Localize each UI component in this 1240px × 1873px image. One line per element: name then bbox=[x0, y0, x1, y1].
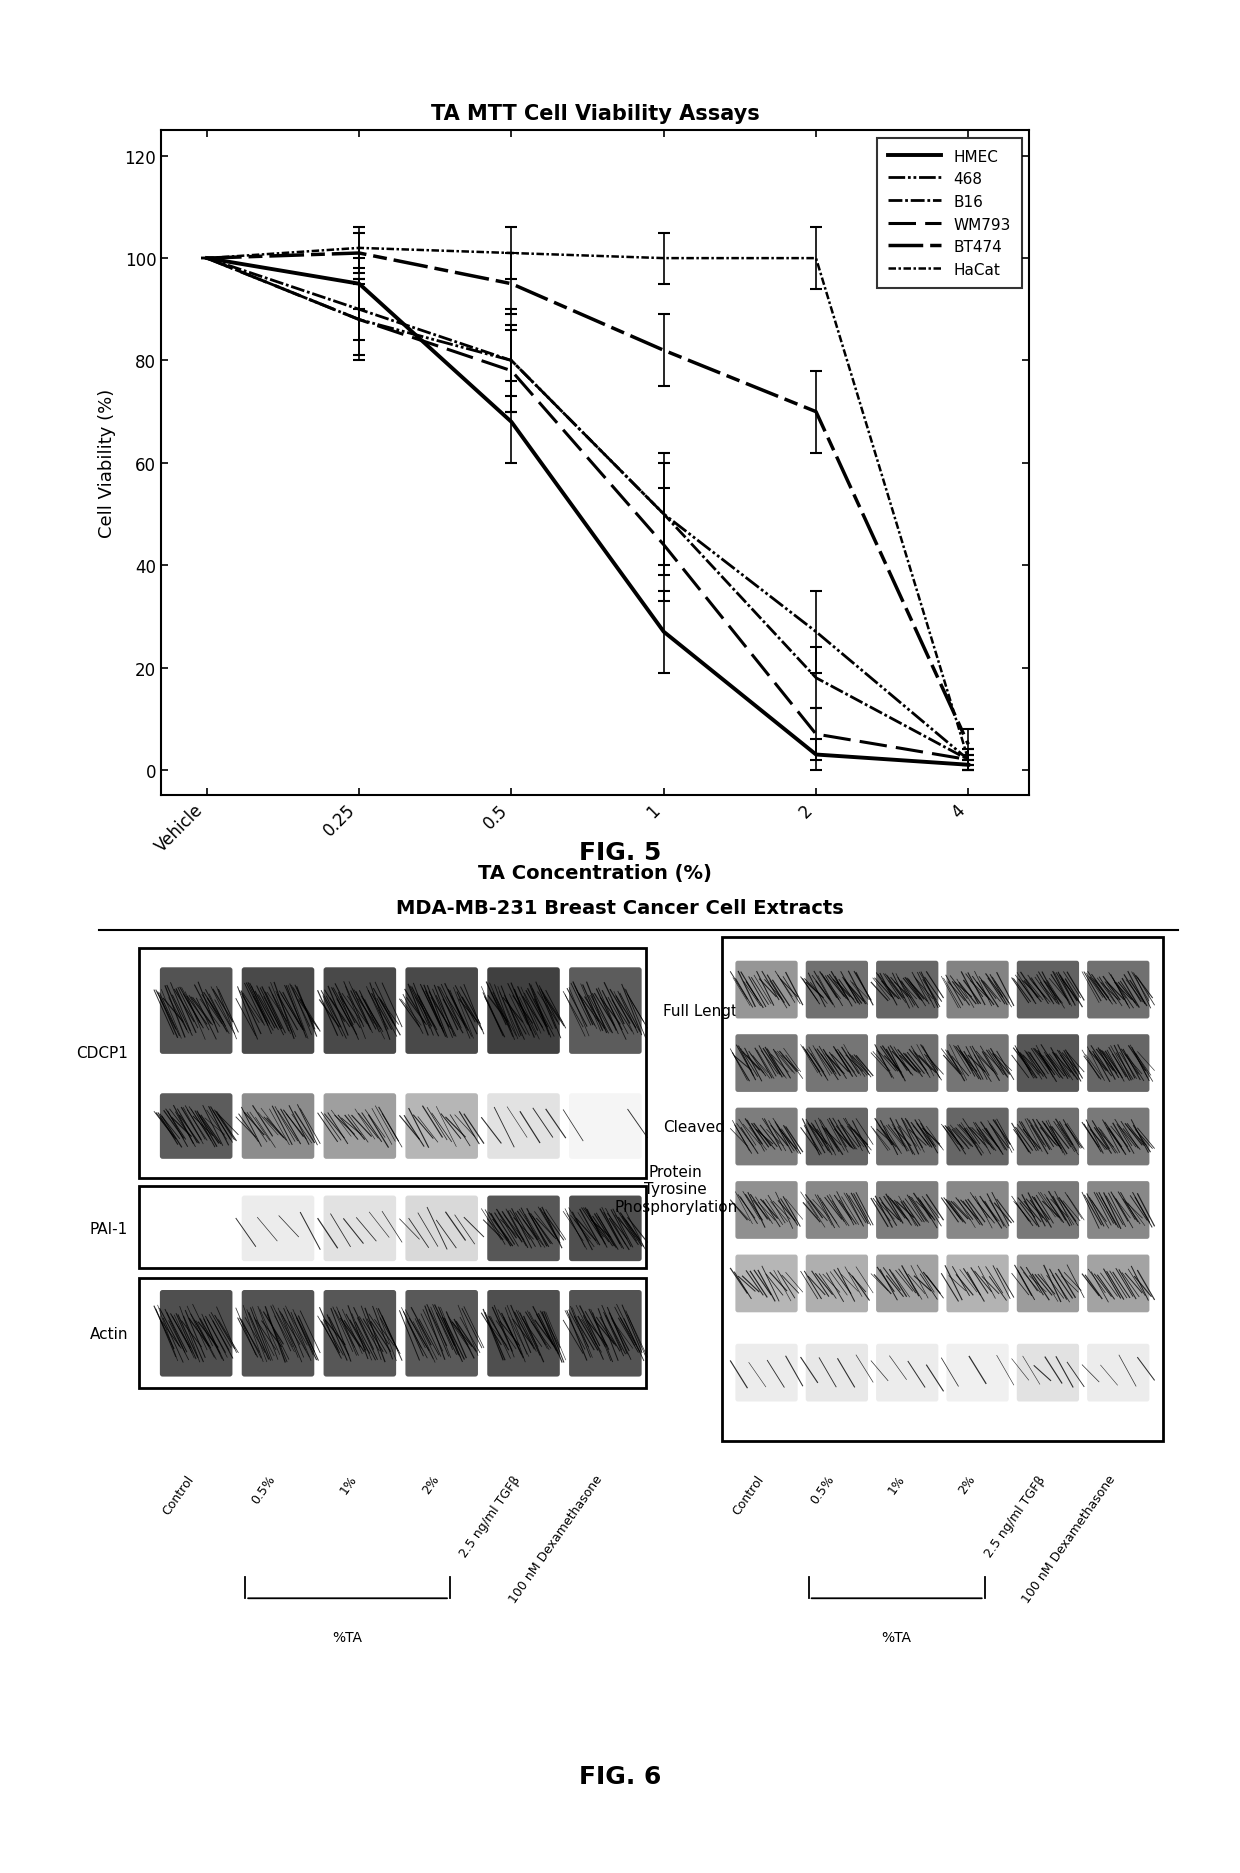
Text: FIG. 5: FIG. 5 bbox=[579, 841, 661, 863]
X-axis label: TA Concentration (%): TA Concentration (%) bbox=[479, 863, 712, 882]
FancyBboxPatch shape bbox=[946, 961, 1008, 1019]
FancyBboxPatch shape bbox=[946, 1182, 1008, 1240]
FancyBboxPatch shape bbox=[1017, 1345, 1079, 1401]
Text: PAI-1: PAI-1 bbox=[89, 1221, 128, 1236]
FancyBboxPatch shape bbox=[735, 1034, 797, 1092]
FancyBboxPatch shape bbox=[1087, 1255, 1149, 1313]
FancyBboxPatch shape bbox=[877, 1182, 939, 1240]
FancyBboxPatch shape bbox=[877, 1034, 939, 1092]
Text: CDCP1: CDCP1 bbox=[76, 1045, 128, 1060]
FancyBboxPatch shape bbox=[946, 1109, 1008, 1165]
Text: Control: Control bbox=[160, 1472, 196, 1517]
FancyBboxPatch shape bbox=[487, 968, 559, 1054]
Text: Actin: Actin bbox=[89, 1326, 128, 1341]
FancyBboxPatch shape bbox=[487, 1290, 559, 1377]
Text: 2%: 2% bbox=[956, 1472, 977, 1497]
FancyBboxPatch shape bbox=[735, 961, 797, 1019]
FancyBboxPatch shape bbox=[1087, 1182, 1149, 1240]
FancyBboxPatch shape bbox=[735, 1345, 797, 1401]
FancyBboxPatch shape bbox=[324, 1290, 396, 1377]
FancyBboxPatch shape bbox=[946, 1034, 1008, 1092]
FancyBboxPatch shape bbox=[735, 1109, 797, 1165]
Bar bbox=[139, 1187, 646, 1268]
FancyBboxPatch shape bbox=[946, 1255, 1008, 1313]
FancyBboxPatch shape bbox=[806, 1182, 868, 1240]
Text: %TA: %TA bbox=[332, 1630, 362, 1644]
Text: Full Length: Full Length bbox=[662, 1004, 746, 1019]
FancyBboxPatch shape bbox=[1017, 1109, 1079, 1165]
FancyBboxPatch shape bbox=[1087, 1034, 1149, 1092]
FancyBboxPatch shape bbox=[405, 968, 477, 1054]
Title: TA MTT Cell Viability Assays: TA MTT Cell Viability Assays bbox=[430, 105, 760, 124]
FancyBboxPatch shape bbox=[324, 1197, 396, 1262]
FancyBboxPatch shape bbox=[242, 968, 314, 1054]
FancyBboxPatch shape bbox=[806, 1345, 868, 1401]
FancyBboxPatch shape bbox=[487, 1094, 559, 1159]
FancyBboxPatch shape bbox=[569, 1290, 641, 1377]
FancyBboxPatch shape bbox=[806, 1255, 868, 1313]
Text: FIG. 6: FIG. 6 bbox=[579, 1764, 661, 1787]
FancyBboxPatch shape bbox=[946, 1345, 1008, 1401]
Text: 0.5%: 0.5% bbox=[249, 1472, 278, 1506]
Y-axis label: Cell Viability (%): Cell Viability (%) bbox=[98, 390, 117, 538]
Text: %TA: %TA bbox=[882, 1630, 911, 1644]
FancyBboxPatch shape bbox=[1017, 1182, 1079, 1240]
FancyBboxPatch shape bbox=[160, 1094, 232, 1159]
FancyBboxPatch shape bbox=[324, 968, 396, 1054]
FancyBboxPatch shape bbox=[405, 1094, 477, 1159]
FancyBboxPatch shape bbox=[569, 968, 641, 1054]
FancyBboxPatch shape bbox=[487, 1197, 559, 1262]
Text: Control: Control bbox=[730, 1472, 766, 1517]
Text: 100 nM Dexamethasone: 100 nM Dexamethasone bbox=[1021, 1472, 1118, 1605]
FancyBboxPatch shape bbox=[806, 1034, 868, 1092]
FancyBboxPatch shape bbox=[405, 1197, 477, 1262]
Legend: HMEC, 468, B16, WM793, BT474, HaCat: HMEC, 468, B16, WM793, BT474, HaCat bbox=[877, 139, 1022, 288]
FancyBboxPatch shape bbox=[1017, 1034, 1079, 1092]
FancyBboxPatch shape bbox=[242, 1197, 314, 1262]
FancyBboxPatch shape bbox=[735, 1182, 797, 1240]
Text: Cleaved: Cleaved bbox=[662, 1118, 724, 1133]
FancyBboxPatch shape bbox=[806, 1109, 868, 1165]
FancyBboxPatch shape bbox=[160, 1290, 232, 1377]
Bar bbox=[139, 948, 646, 1178]
Text: 1%: 1% bbox=[337, 1472, 360, 1497]
FancyBboxPatch shape bbox=[806, 961, 868, 1019]
Text: 2.5 ng/ml TGFβ: 2.5 ng/ml TGFβ bbox=[982, 1472, 1048, 1558]
FancyBboxPatch shape bbox=[877, 1345, 939, 1401]
FancyBboxPatch shape bbox=[242, 1094, 314, 1159]
FancyBboxPatch shape bbox=[569, 1197, 641, 1262]
FancyBboxPatch shape bbox=[877, 961, 939, 1019]
FancyBboxPatch shape bbox=[1087, 1345, 1149, 1401]
Text: 100 nM Dexamethasone: 100 nM Dexamethasone bbox=[507, 1472, 605, 1605]
FancyBboxPatch shape bbox=[735, 1255, 797, 1313]
FancyBboxPatch shape bbox=[160, 968, 232, 1054]
FancyBboxPatch shape bbox=[242, 1290, 314, 1377]
FancyBboxPatch shape bbox=[1017, 1255, 1079, 1313]
Text: 1%: 1% bbox=[885, 1472, 908, 1497]
Text: MDA-MB-231 Breast Cancer Cell Extracts: MDA-MB-231 Breast Cancer Cell Extracts bbox=[396, 899, 844, 918]
FancyBboxPatch shape bbox=[877, 1109, 939, 1165]
FancyBboxPatch shape bbox=[405, 1290, 477, 1377]
Text: 2.5 ng/ml TGFβ: 2.5 ng/ml TGFβ bbox=[458, 1472, 523, 1558]
FancyBboxPatch shape bbox=[877, 1255, 939, 1313]
Bar bbox=[139, 1279, 646, 1388]
Text: 0.5%: 0.5% bbox=[808, 1472, 837, 1506]
FancyBboxPatch shape bbox=[324, 1094, 396, 1159]
FancyBboxPatch shape bbox=[1017, 961, 1079, 1019]
Text: Protein
Tyrosine
Phosphorylation: Protein Tyrosine Phosphorylation bbox=[614, 1165, 738, 1214]
FancyBboxPatch shape bbox=[1087, 1109, 1149, 1165]
FancyBboxPatch shape bbox=[569, 1094, 641, 1159]
Text: 2%: 2% bbox=[419, 1472, 441, 1497]
FancyBboxPatch shape bbox=[1087, 961, 1149, 1019]
